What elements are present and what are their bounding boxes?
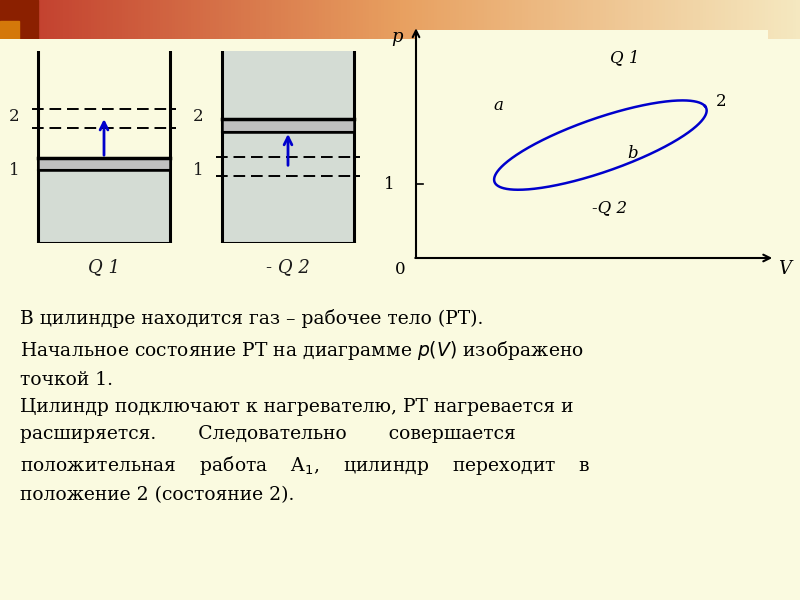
Bar [222, 119, 354, 131]
Text: Q 1: Q 1 [610, 49, 639, 66]
Bar [222, 131, 354, 243]
Text: Q 1: Q 1 [88, 258, 120, 276]
Bar [38, 158, 170, 170]
Text: p: p [391, 28, 403, 46]
Text: 1: 1 [193, 161, 204, 179]
Text: V: V [778, 260, 791, 278]
Text: 2: 2 [9, 108, 20, 125]
Bar [0, 22, 19, 39]
Text: 2: 2 [715, 93, 726, 110]
Text: В цилиндре находится газ – рабочее тело (РТ).
Начальное состояние РТ на диаграмм: В цилиндре находится газ – рабочее тело … [20, 309, 590, 505]
Bar [38, 170, 170, 243]
Text: 2: 2 [193, 108, 204, 125]
Text: 1: 1 [9, 161, 20, 179]
Text: b: b [627, 145, 638, 161]
Bar [222, 51, 354, 119]
Text: - Q 2: - Q 2 [266, 258, 310, 276]
Text: -Q 2: -Q 2 [592, 199, 627, 217]
Text: a: a [494, 97, 503, 114]
Bar [0, 0, 38, 39]
Text: 0: 0 [395, 261, 406, 278]
Text: 1: 1 [384, 176, 395, 193]
